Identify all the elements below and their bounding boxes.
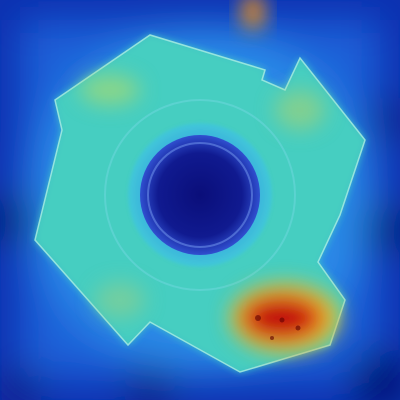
- bore: [140, 135, 260, 255]
- top-hotspot: [241, 0, 265, 30]
- part-warm-areas: [80, 75, 325, 318]
- red-hotspot: [230, 283, 340, 353]
- hotspot-dots: [255, 315, 301, 340]
- bore-edge: [147, 142, 253, 248]
- outer-ring: [104, 99, 296, 291]
